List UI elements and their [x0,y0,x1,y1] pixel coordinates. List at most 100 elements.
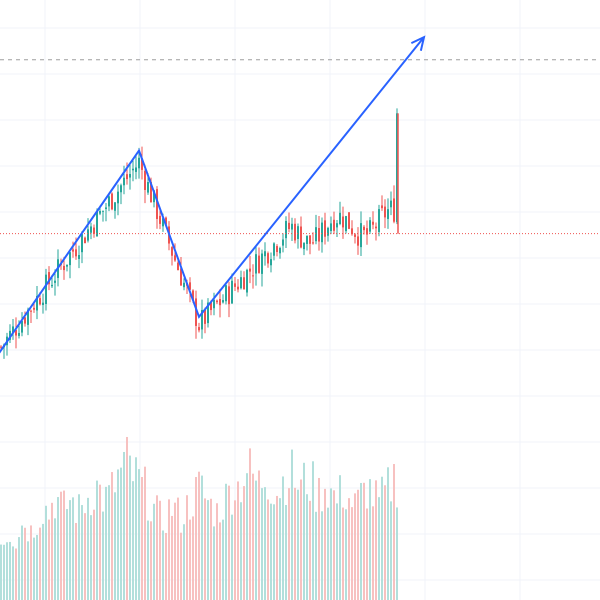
arrow-head[interactable] [410,35,426,51]
candle-up [345,216,347,232]
candle-down [228,286,230,305]
volume-bar-down [99,484,101,600]
candle-down [192,290,194,301]
volume-bar-up [78,494,80,600]
volume-bar-down [159,500,161,600]
candle-up [255,254,257,274]
volume-bar-up [87,497,89,600]
candle-down [93,227,95,234]
candle-down [276,246,278,252]
candle-down [375,226,377,229]
volume-bar-up [117,469,119,600]
volume-bar-down [75,522,77,600]
candle-up [105,207,107,209]
volume-bar-up [45,505,47,600]
candle-down [48,272,50,285]
volume-bar-up [303,462,305,600]
candle-up [69,252,71,266]
candle-up [291,223,293,230]
volume-bar-up [108,485,110,600]
volume-bar-down [324,488,326,600]
volume-bar-up [120,467,122,600]
candle-down [384,206,386,218]
candle-up [303,242,305,250]
candle-up [42,302,44,306]
candle-down [171,247,173,256]
volume-bar-up [270,503,272,600]
candle-up [285,220,287,239]
volume-bar-up [285,505,287,600]
candle-up [240,277,242,289]
volume-bar-up [306,494,308,600]
volume-bar-up [138,469,140,600]
volume-bar-down [288,488,290,600]
volume-bar-down [309,500,311,600]
volume-bar-up [69,500,71,600]
volume-bar-up [330,488,332,600]
candle-down [249,268,251,272]
volume-bar-down [219,522,221,600]
candle-up [378,209,380,233]
volume-bar-down [243,486,245,600]
candle-up [81,234,83,253]
volume-bar-up [0,544,2,600]
candle-up [273,243,275,256]
candle-down [393,198,395,222]
volume-bar-up [282,476,284,600]
volume-bar-down [228,485,230,600]
candle-down [312,242,314,244]
candle-down [189,282,191,290]
candle-up [207,302,209,324]
volume-bar-up [162,530,164,600]
candle-up [183,282,185,288]
volume-bar-down [24,527,26,600]
candle-down [33,307,35,310]
candle-down [372,221,374,225]
zigzag-trend-line[interactable] [0,36,425,355]
candle-up [369,220,371,232]
volume-bar-down [15,548,17,600]
candle-down [84,237,86,244]
volume-bar-up [381,476,383,600]
volume-bar-up [135,457,137,600]
volume-bar-down [63,490,65,600]
candle-down [210,302,212,311]
volume-bar-down [168,499,170,600]
volume-bar-down [51,502,53,600]
candle-down [141,158,143,170]
volume-bar-up [105,486,107,600]
volume-bar-down [318,477,320,600]
candle-down [258,255,260,273]
volume-bar-up [378,497,380,600]
volume-bar-down [216,503,218,600]
candle-up [96,210,98,237]
candle-up [270,259,272,266]
candle-up [321,222,323,243]
volume-bar-up [57,497,59,600]
volume-bar-down [150,521,152,600]
candle-down [318,228,320,242]
candle-down [333,219,335,231]
volume-bar-up [18,537,20,600]
candle-up [213,299,215,309]
candle-down [324,220,326,237]
trend-drawing[interactable] [0,35,426,355]
candle-up [297,226,299,239]
candle-up [327,227,329,236]
candle-down [195,298,197,326]
candle-up [132,168,134,171]
volume-bar-up [21,525,23,600]
volume-bar-down [186,495,188,600]
volume-bar-down [366,508,368,600]
volume-bar-up [240,502,242,600]
volume-bar-down [84,513,86,600]
volume-bar-up [9,541,11,600]
candle-down [348,212,350,229]
candle-up [108,196,110,207]
volume-bar-up [246,473,248,600]
volume-bar-up [315,511,317,600]
volume-bar-down [141,477,143,600]
candle-down [198,327,200,331]
candle-up [117,191,119,204]
